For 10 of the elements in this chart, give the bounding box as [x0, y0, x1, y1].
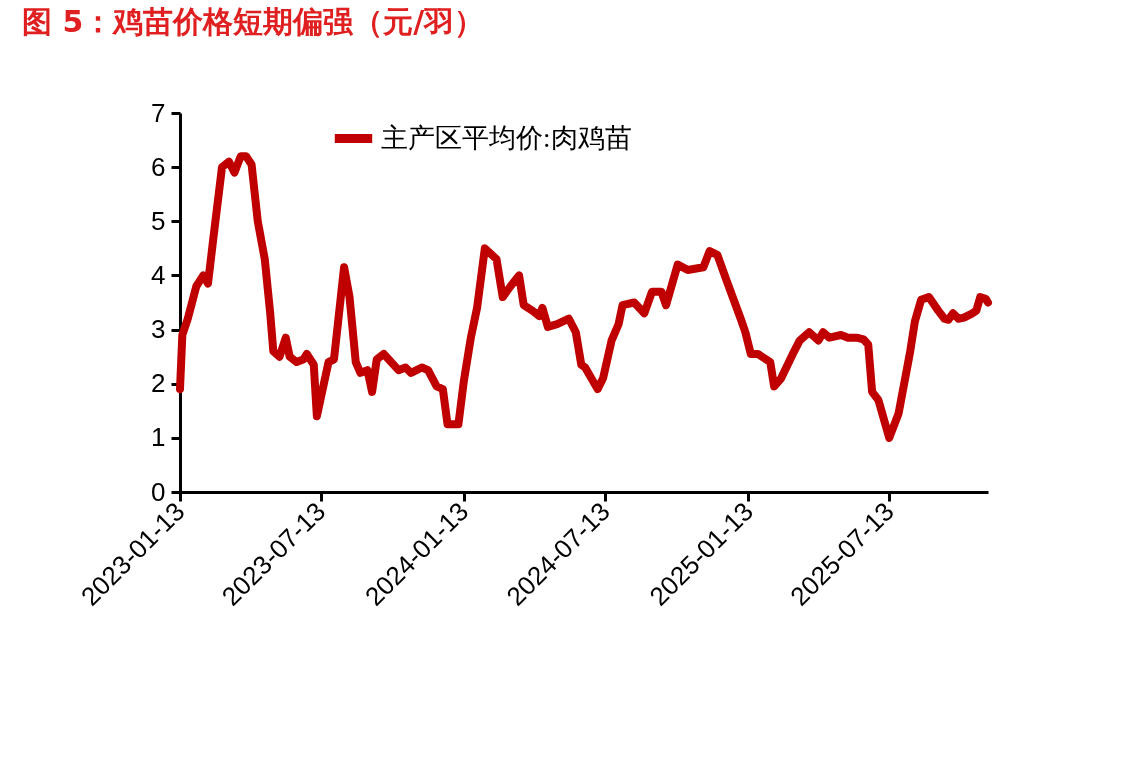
legend-label: 主产区平均价:肉鸡苗	[381, 122, 632, 153]
y-tick-label: 0	[151, 476, 166, 507]
y-tick-label: 2	[151, 368, 166, 399]
y-tick-label: 3	[151, 314, 166, 345]
y-tick-label: 1	[151, 422, 166, 453]
y-tick-label: 6	[151, 151, 166, 182]
y-tick-label: 4	[151, 259, 166, 290]
chart-title: 图 5：鸡苗价格短期偏强（元/羽）	[22, 4, 485, 39]
y-tick-label: 7	[151, 97, 166, 128]
y-tick-label: 5	[151, 205, 166, 236]
